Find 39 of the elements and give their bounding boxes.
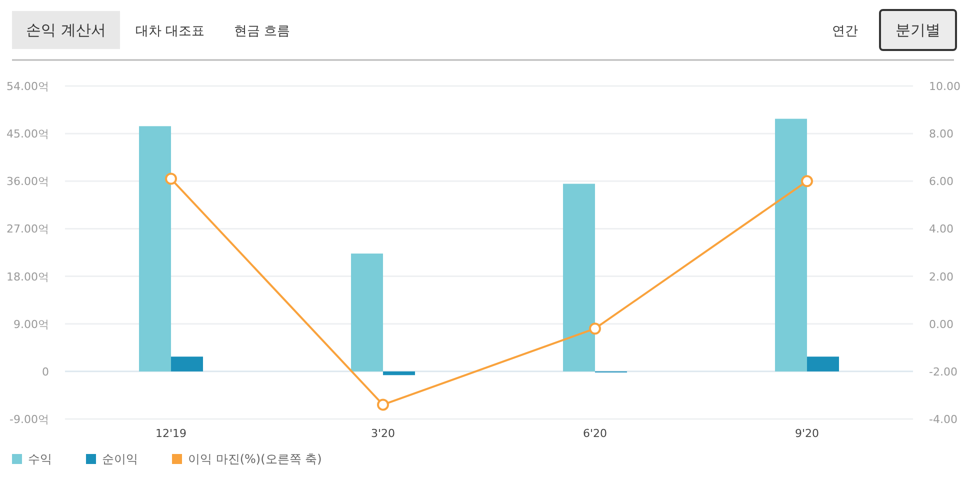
legend-label: 이익 마진(%)(오른쪽 축)	[188, 452, 322, 466]
y2-tick-label: 6.00	[929, 175, 954, 188]
legend-label: 수익	[28, 452, 52, 466]
y-tick-label: -9.00억	[10, 413, 49, 426]
bar	[171, 356, 203, 372]
bar	[351, 254, 383, 372]
y-tick-label: 54.00억	[6, 80, 49, 93]
legend-label: 순이익	[102, 452, 138, 466]
y2-tick-label: -4.00	[929, 413, 958, 426]
text: 연간	[832, 24, 858, 39]
y2-tick-label: 2.00	[929, 270, 954, 284]
y-tick-label: 18.00억	[6, 270, 49, 284]
y-tick-label: 0	[42, 365, 49, 378]
x-tick-label: 12'19	[155, 427, 187, 440]
text: 대차 대조표	[135, 24, 205, 39]
bar	[775, 118, 807, 372]
point	[801, 175, 813, 188]
y2-tick-label: 0.00	[929, 318, 954, 331]
bar	[139, 126, 171, 372]
x-tick-label: 6'20	[582, 427, 608, 440]
y2-tick-label: 10.00	[929, 80, 960, 93]
text: 손익 계산서	[26, 21, 106, 39]
text: 현금 흐름	[234, 24, 290, 39]
x-tick-label: 3'20	[370, 427, 396, 440]
y2-tick-label: -2.00	[929, 365, 958, 378]
y-tick-label: 36.00억	[6, 175, 49, 188]
y2-tick-label: 4.00	[929, 222, 954, 236]
bar	[383, 371, 415, 376]
text: 분기별	[896, 21, 940, 39]
y2-tick-label: 8.00	[929, 128, 954, 141]
point	[377, 398, 389, 411]
point	[165, 172, 177, 185]
point	[589, 322, 601, 335]
y-tick-label: 9.00억	[14, 318, 49, 331]
y-tick-label: 27.00억	[6, 222, 49, 236]
y-tick-label: 45.00억	[6, 128, 49, 141]
bar	[563, 184, 595, 372]
x-tick-label: 9'20	[794, 427, 820, 440]
bar	[807, 356, 839, 372]
